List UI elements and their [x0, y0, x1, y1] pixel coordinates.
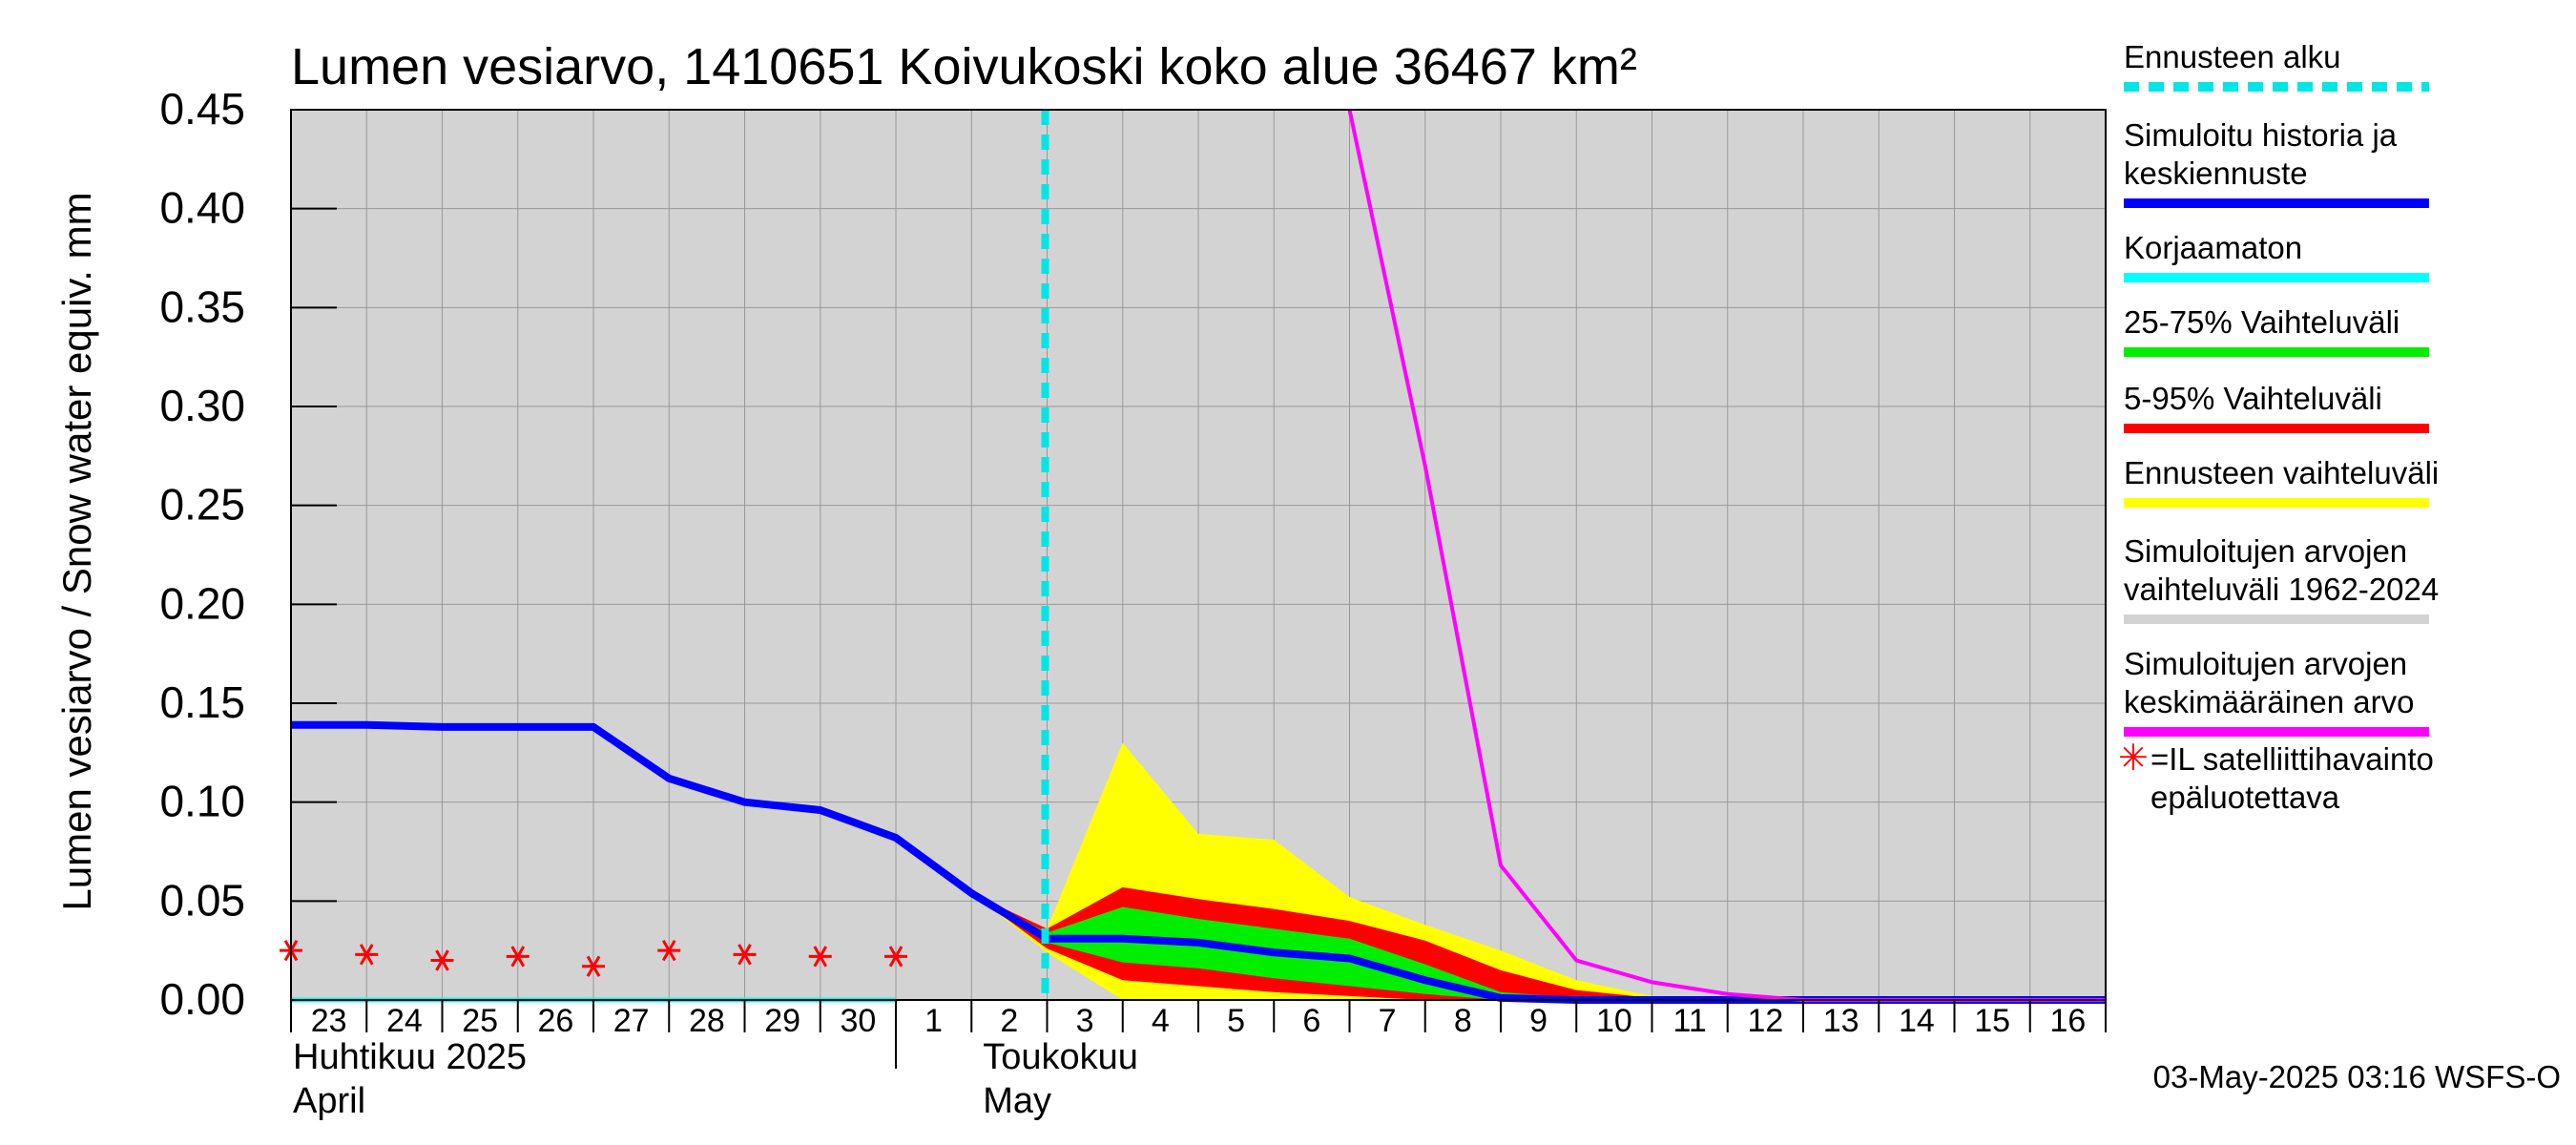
y-tick-label: 0.20 — [159, 578, 245, 628]
y-tick-label: 0.30 — [159, 381, 245, 430]
band-25-75 — [971, 893, 1803, 1000]
chart-title: Lumen vesiarvo, 1410651 Koivukoski koko … — [291, 38, 1637, 95]
x-tick-label: 5 — [1227, 1003, 1245, 1039]
month-label-en: April — [293, 1081, 365, 1121]
legend-label: Simuloitujen arvojen keskimääräinen arvo — [2124, 646, 2415, 719]
legend-label: =IL satelliittihavainto epäluotettava — [2150, 741, 2434, 815]
x-tick-label: 9 — [1529, 1003, 1548, 1039]
x-tick-label: 6 — [1302, 1003, 1320, 1039]
y-axis-label: Lumen vesiarvo / Snow water equiv. mm — [54, 192, 99, 910]
legend-label: Ennusteen alku — [2124, 39, 2341, 74]
month-label-en: May — [983, 1081, 1051, 1121]
x-tick-label: 12 — [1747, 1003, 1783, 1039]
x-tick-label: 8 — [1454, 1003, 1472, 1039]
legend-label: Korjaamaton — [2124, 230, 2303, 265]
legend-swatch — [2124, 727, 2429, 737]
x-tick-label: 16 — [2049, 1003, 2086, 1039]
x-tick-label: 26 — [537, 1003, 573, 1039]
legend-swatch — [2124, 82, 2429, 92]
y-tick-label: 0.05 — [159, 875, 245, 925]
satellite-observation-marker — [355, 944, 379, 966]
satellite-observation-marker — [657, 940, 681, 962]
footer-timestamp: 03-May-2025 03:16 WSFS-O — [2152, 1059, 2561, 1094]
satellite-observation-marker — [582, 955, 605, 977]
legend-item-p2575: 25-75% Vaihteluväli — [2124, 303, 2563, 357]
satellite-observation-marker — [733, 944, 757, 966]
x-tick-label: 27 — [613, 1003, 650, 1039]
legend-swatch — [2124, 273, 2429, 282]
x-tick-label: 15 — [1974, 1003, 2010, 1039]
satellite-observation-marker — [430, 949, 454, 971]
satellite-observation-marker — [808, 946, 832, 968]
y-tick-label: 0.00 — [159, 974, 245, 1024]
legend-item-hist: Simuloitujen arvojen vaihteluväli 1962-2… — [2124, 532, 2563, 624]
y-tick-label: 0.40 — [159, 183, 245, 233]
legend-item-raw: Korjaamaton — [2124, 229, 2563, 282]
legend-item-mean: Simuloitujen arvojen keskimääräinen arvo — [2124, 645, 2563, 737]
y-tick-label: 0.45 — [159, 84, 245, 134]
legend-label: Simuloitujen arvojen vaihteluväli 1962-2… — [2124, 533, 2440, 607]
legend-swatch — [2124, 347, 2429, 357]
x-tick-label: 3 — [1076, 1003, 1094, 1039]
legend-item-start: Ennusteen alku — [2124, 38, 2563, 92]
x-tick-label: 4 — [1152, 1003, 1170, 1039]
legend-swatch — [2124, 198, 2429, 208]
legend-swatch — [2124, 614, 2429, 624]
legend-item-range: Ennusteen vaihteluväli — [2124, 454, 2563, 508]
x-tick-label: 25 — [462, 1003, 498, 1039]
satellite-observation-marker — [506, 946, 530, 968]
y-tick-label: 0.25 — [159, 480, 245, 530]
month-label-fi: Huhtikuu 2025 — [293, 1037, 527, 1077]
y-tick-label: 0.10 — [159, 777, 245, 826]
month-label-fi: Toukokuu — [983, 1037, 1138, 1077]
legend-item-sim: Simuloitu historia ja keskiennuste — [2124, 116, 2563, 208]
x-tick-label: 23 — [311, 1003, 347, 1039]
legend-swatch — [2124, 498, 2429, 508]
legend-label: Simuloitu historia ja keskiennuste — [2124, 117, 2398, 191]
legend-swatch — [2124, 424, 2429, 433]
satellite-observation-marker — [884, 946, 907, 968]
x-tick-label: 30 — [840, 1003, 876, 1039]
plot-area: 0.00 0.05 0.10 0.15 0.20 0.25 0.30 0.35 0.40 0.45… — [159, 84, 2107, 1121]
x-tick-label: 1 — [924, 1003, 943, 1039]
x-tick-label: 29 — [764, 1003, 800, 1039]
x-tick-label: 13 — [1823, 1003, 1859, 1039]
x-tick-label: 11 — [1672, 1003, 1706, 1039]
x-tick-label: 24 — [386, 1003, 423, 1039]
y-tick-label: 0.15 — [159, 677, 245, 727]
x-tick-label: 28 — [689, 1003, 725, 1039]
legend-label: Ennusteen vaihteluväli — [2124, 455, 2440, 490]
x-tick-label: 7 — [1379, 1003, 1397, 1039]
x-tick-label: 14 — [1899, 1003, 1935, 1039]
band-5-95 — [971, 886, 1803, 1000]
x-tick-label: 2 — [1000, 1003, 1018, 1039]
legend-label: 25-75% Vaihteluväli — [2124, 304, 2400, 340]
legend-item-p595: 5-95% Vaihteluväli — [2124, 380, 2563, 433]
x-tick-label: 10 — [1596, 1003, 1632, 1039]
y-tick-label: 0.35 — [159, 281, 245, 331]
legend-item-sat: ✳ =IL satelliittihavainto epäluotettava — [2118, 739, 2563, 817]
asterisk-marker-icon: ✳ — [2118, 739, 2149, 779]
legend-label: 5-95% Vaihteluväli — [2124, 381, 2382, 416]
